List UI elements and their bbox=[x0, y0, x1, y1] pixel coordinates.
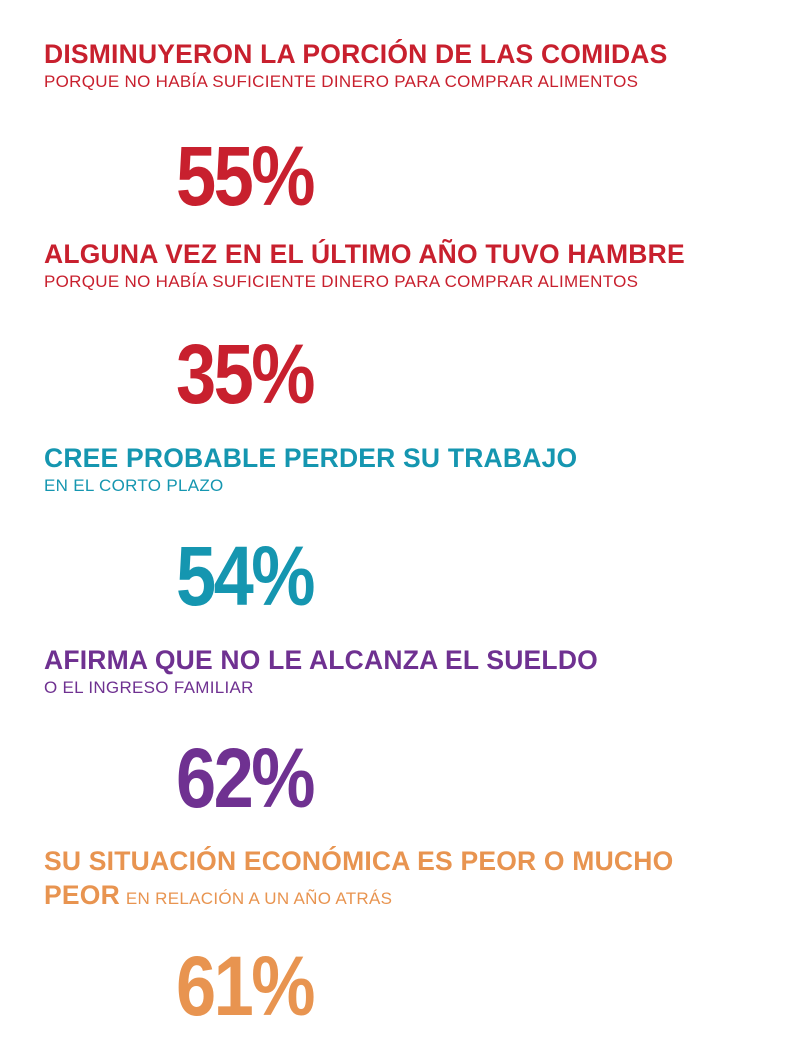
stat-economic-situation: SU SITUACIÓN ECONÓMICA ES PEOR O MUCHO P… bbox=[44, 844, 780, 1028]
stat-job-loss: CREE PROBABLE PERDER SU TRABAJO EN EL CO… bbox=[44, 442, 780, 618]
stat-subtitle: PORQUE NO HABÍA SUFICIENTE DINERO PARA C… bbox=[44, 272, 639, 291]
stat-title: CREE PROBABLE PERDER SU TRABAJO bbox=[44, 443, 578, 473]
stat-income-insufficient: AFIRMA QUE NO LE ALCANZA EL SUELDO O EL … bbox=[44, 644, 780, 820]
stat-value: 55% bbox=[176, 129, 315, 223]
stat-value: 61% bbox=[176, 939, 315, 1033]
stat-subtitle: EN EL CORTO PLAZO bbox=[44, 476, 224, 495]
stat-subtitle: EN RELACIÓN A UN AÑO ATRÁS bbox=[125, 889, 393, 908]
stat-subtitle: PORQUE NO HABÍA SUFICIENTE DINERO PARA C… bbox=[44, 72, 639, 91]
stat-title: SU SITUACIÓN ECONÓMICA ES PEOR O MUCHO P… bbox=[44, 846, 674, 910]
stat-portion-reduced: DISMINUYERON LA PORCIÓN DE LAS COMIDAS P… bbox=[44, 38, 780, 218]
stat-title: ALGUNA VEZ EN EL ÚLTIMO AÑO TUVO HAMBRE bbox=[44, 239, 685, 269]
stat-value: 35% bbox=[176, 327, 315, 421]
stat-title: DISMINUYERON LA PORCIÓN DE LAS COMIDAS bbox=[44, 39, 668, 69]
stat-subtitle: O EL INGRESO FAMILIAR bbox=[44, 678, 254, 697]
stat-went-hungry: ALGUNA VEZ EN EL ÚLTIMO AÑO TUVO HAMBRE … bbox=[44, 238, 780, 416]
stat-title: AFIRMA QUE NO LE ALCANZA EL SUELDO bbox=[44, 645, 598, 675]
stat-value: 54% bbox=[176, 529, 315, 623]
stat-value: 62% bbox=[176, 731, 315, 825]
stat-title-wrapper: SU SITUACIÓN ECONÓMICA ES PEOR O MUCHO P… bbox=[44, 844, 780, 912]
